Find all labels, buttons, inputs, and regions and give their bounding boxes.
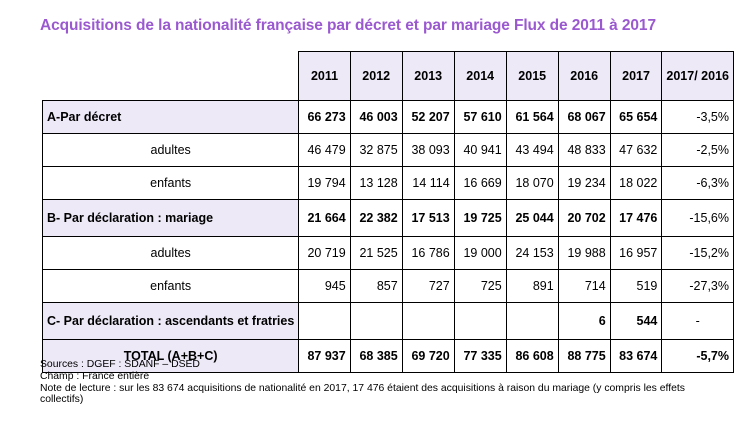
value-cell: 68 067 [557,100,611,134]
value-cell: 14 114 [401,166,455,200]
change-cell: - [661,302,734,340]
value-cell: 47 632 [609,133,663,167]
value-cell: 725 [453,269,507,303]
change-cell: -15,2% [661,236,734,270]
value-cell: 38 093 [401,133,455,167]
year-header: 2015 [505,51,559,101]
change-cell: -2,5% [661,133,734,167]
value-cell: 17 513 [401,199,455,237]
value-cell: 714 [557,269,611,303]
value-cell [401,302,455,340]
category-row: A-Par décret 66 273 46 003 52 207 57 610 61 5… [41,100,734,134]
value-cell: 19 988 [557,236,611,270]
value-cell: 18 070 [505,166,559,200]
year-header: 2011 [298,51,351,101]
value-cell: 43 494 [505,133,559,167]
value-cell [349,302,403,340]
subcategory-row: adultes 20 719 21 525 16 786 19 000 24 153 19 … [41,236,734,270]
value-cell: 87 937 [298,339,351,373]
subcategory-row: enfants 945 857 727 725 891 714 519 -27,3% [41,269,734,303]
value-cell: 46 479 [298,133,351,167]
value-cell: 19 794 [298,166,351,200]
row-label: adultes [41,133,300,167]
sources-note: Sources : DGEF : SDANF – DSED [40,359,200,370]
value-cell: 52 207 [401,100,455,134]
row-label: B- Par déclaration : mariage [41,199,300,237]
value-cell: 61 564 [505,100,559,134]
reading-note: Note de lecture : sur les 83 674 acquisi… [40,382,685,406]
year-header: 2017 [609,51,663,101]
subcategory-row: adultes 46 479 32 875 38 093 40 941 43 494 48 … [41,133,734,167]
subcategory-row: enfants 19 794 13 128 14 114 16 669 18 070 19 … [41,166,734,200]
value-cell: 16 957 [609,236,663,270]
value-cell: 48 833 [557,133,611,167]
total-row: TOTAL (A+B+C) 87 937 68 385 69 720 77 335 86 … [41,339,734,373]
change-cell: -6,3% [661,166,734,200]
value-cell [505,302,559,340]
value-cell: 66 273 [298,100,351,134]
value-cell: 77 335 [453,339,507,373]
value-cell: 40 941 [453,133,507,167]
value-cell: 24 153 [505,236,559,270]
table-title: Acquisitions de la nationalité française… [40,17,656,34]
row-label: enfants [41,166,300,200]
value-cell: 891 [505,269,559,303]
value-cell: 20 702 [557,199,611,237]
header-row: 2011 2012 2013 2014 2015 2016 2017 2017/… [42,51,734,101]
value-cell: 65 654 [609,100,663,134]
value-cell: 19 725 [453,199,507,237]
value-cell: 6 [557,302,611,340]
value-cell: 18 022 [609,166,663,200]
value-cell: 21 664 [298,199,351,237]
value-cell: 69 720 [401,339,455,373]
change-cell: -27,3% [661,269,734,303]
row-label: enfants [41,269,300,303]
corner-cell [42,51,300,101]
year-header: 2016 [557,51,611,101]
change-cell: -3,5% [661,100,734,134]
value-cell: 727 [401,269,455,303]
value-cell: 519 [609,269,663,303]
row-label: adultes [41,236,300,270]
change-cell: -5,7% [661,339,734,373]
year-header: 2013 [401,51,455,101]
value-cell: 17 476 [609,199,663,237]
value-cell: 20 719 [298,236,351,270]
value-cell: 57 610 [453,100,507,134]
year-header: 2012 [349,51,403,101]
nationality-acquisitions-table: 2011 2012 2013 2014 2015 2016 2017 2017/… [41,51,734,373]
year-header: 2014 [453,51,507,101]
value-cell: 16 669 [453,166,507,200]
value-cell: 88 775 [557,339,611,373]
value-cell: 945 [298,269,351,303]
category-row: B- Par déclaration : mariage 21 664 22 382… [41,199,734,237]
table-notes: Sources : DGEF : SDANF – DSED Champ : Fr… [40,359,720,406]
change-cell: -15,6% [661,199,734,237]
row-label: C- Par déclaration : ascendants et fratr… [41,302,300,340]
value-cell: 19 234 [557,166,611,200]
value-cell: 19 000 [453,236,507,270]
row-label: TOTAL (A+B+C) [41,339,300,373]
value-cell: 544 [609,302,663,340]
value-cell: 13 128 [349,166,403,200]
value-cell: 857 [349,269,403,303]
value-cell: 32 875 [349,133,403,167]
value-cell: 25 044 [505,199,559,237]
value-cell [453,302,507,340]
value-cell: 68 385 [349,339,403,373]
row-label: A-Par décret [41,100,300,134]
value-cell: 83 674 [609,339,663,373]
change-header: 2017/ 2016 [661,51,734,101]
value-cell: 46 003 [349,100,403,134]
value-cell: 22 382 [349,199,403,237]
category-row: C- Par déclaration : ascendants et fratr… [41,302,734,340]
value-cell [298,302,351,340]
value-cell: 16 786 [401,236,455,270]
scope-note: Champ : France entière [40,370,150,382]
value-cell: 21 525 [349,236,403,270]
